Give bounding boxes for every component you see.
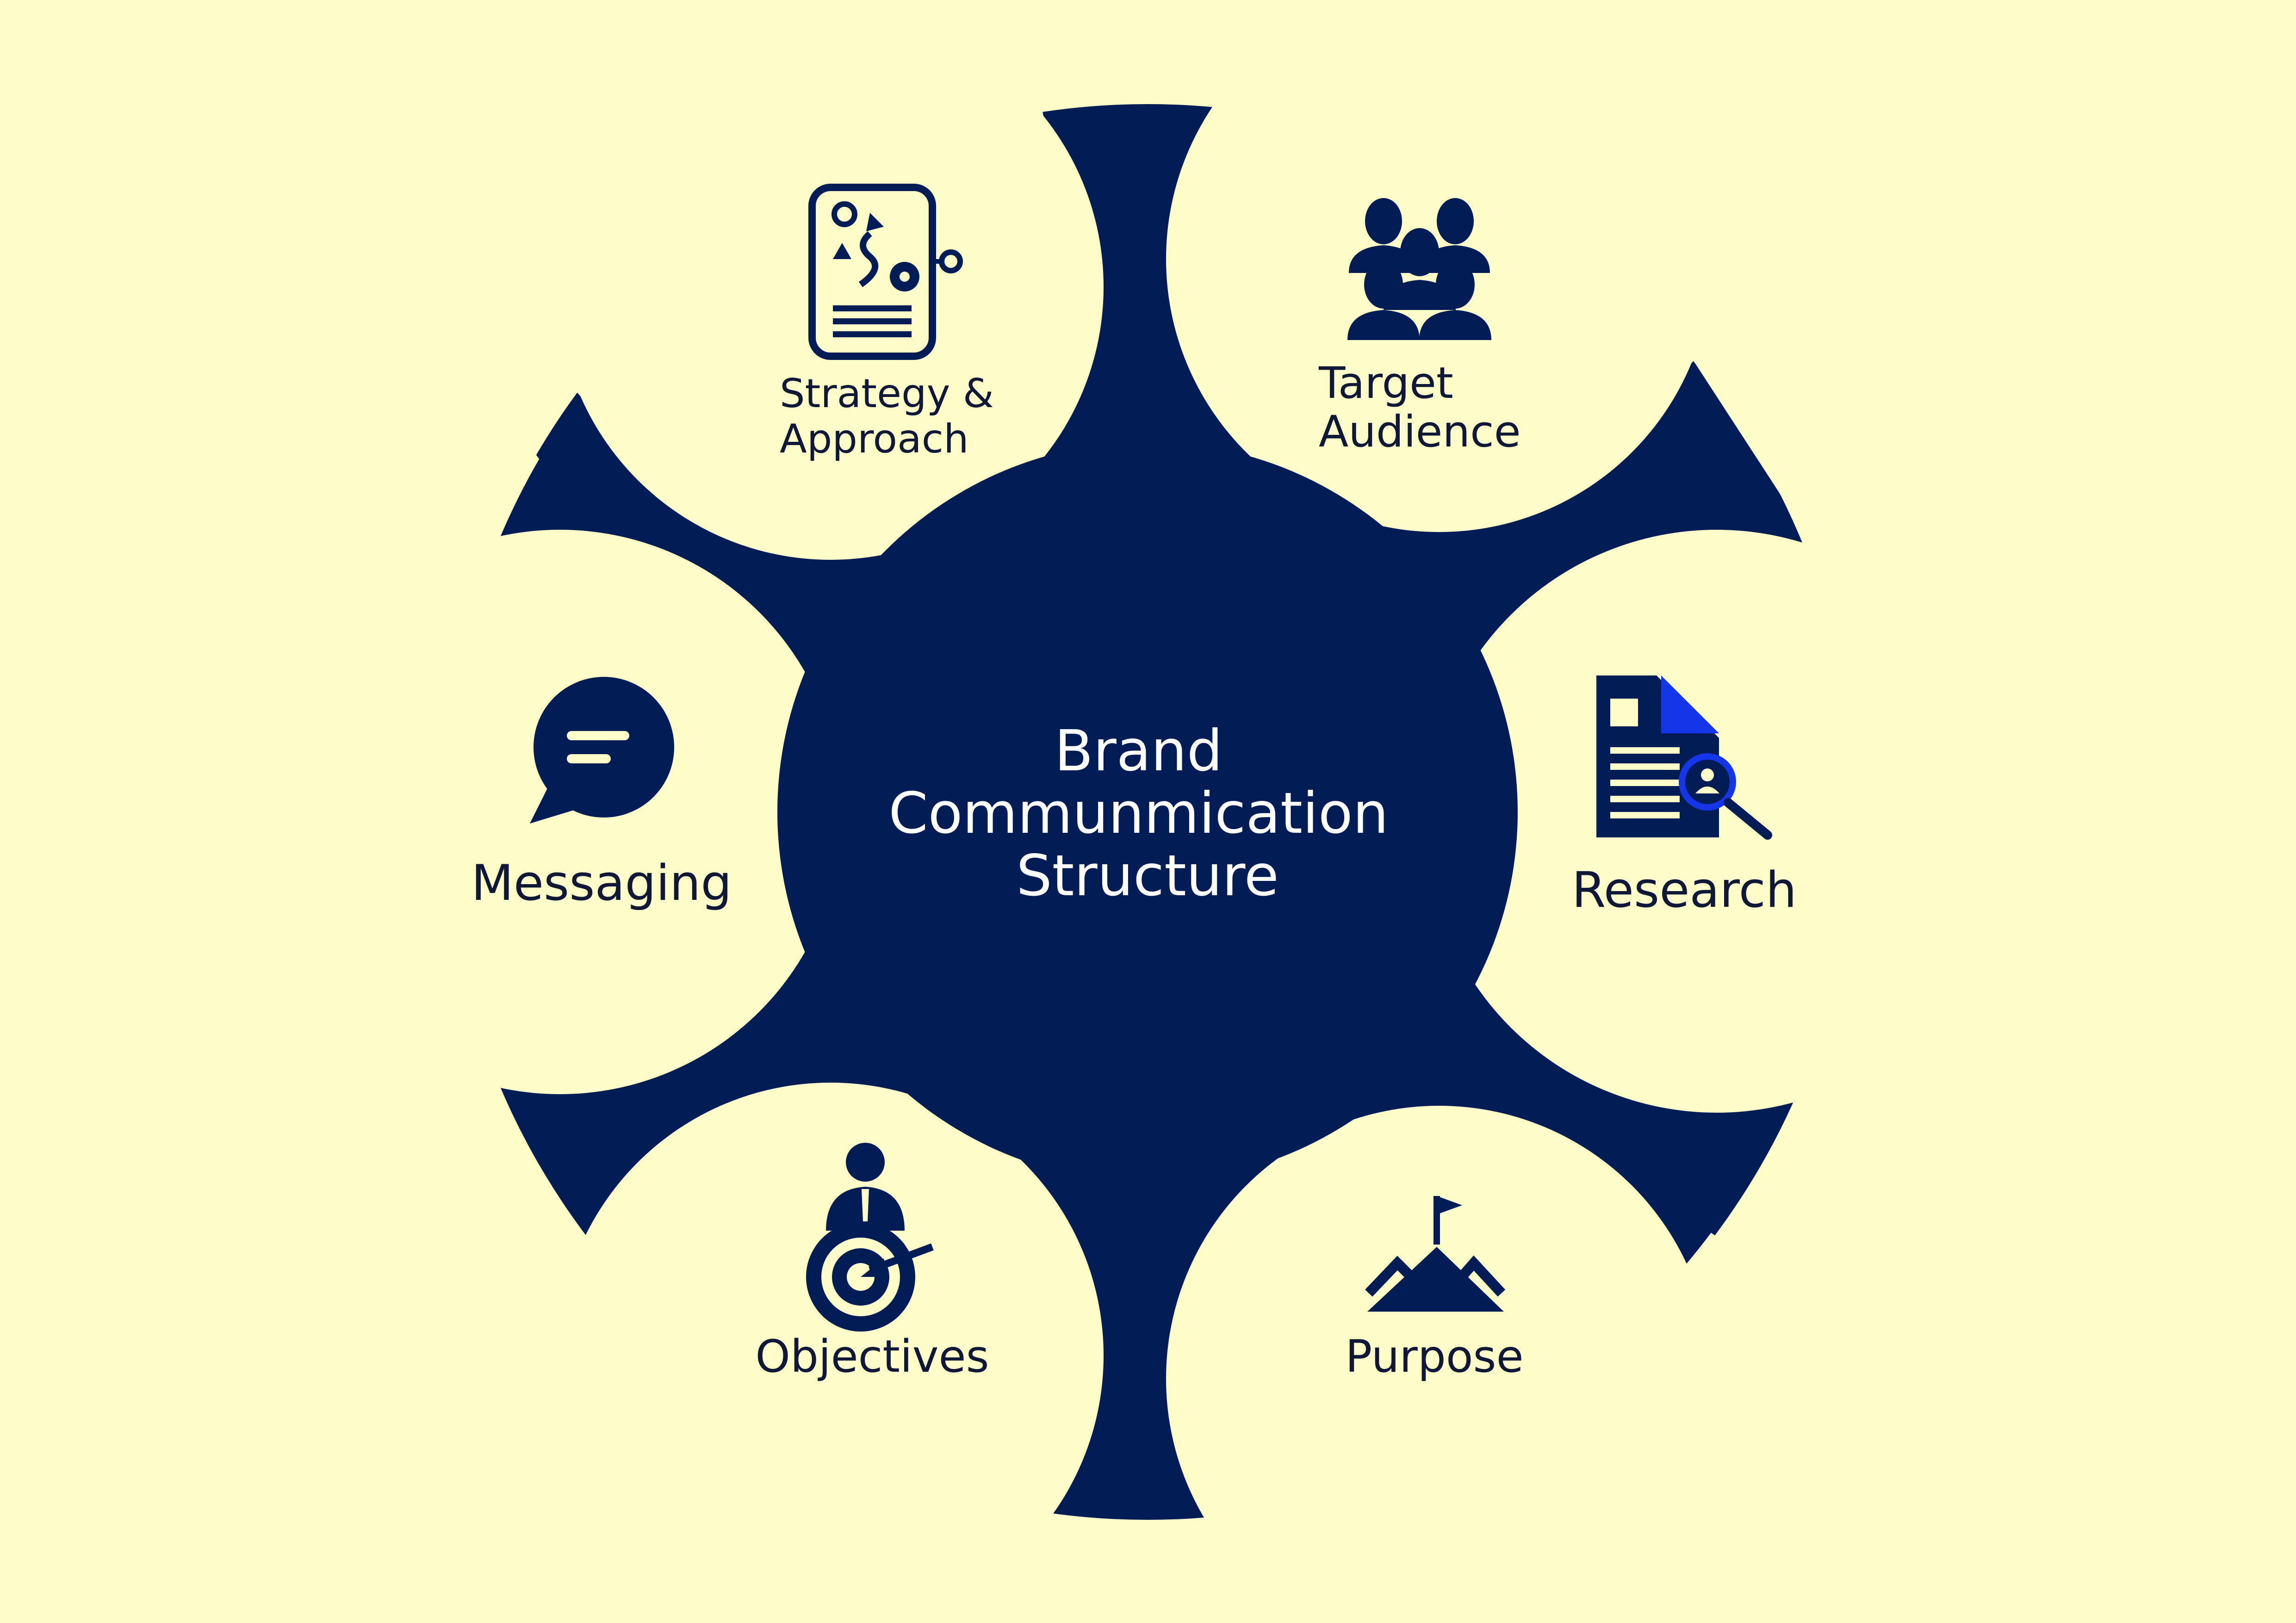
center-title: Brand Communmication Structure [888, 718, 1406, 909]
purpose-label: Purpose [1345, 1331, 1523, 1382]
hub-core [777, 442, 1518, 1182]
mountain-flag-icon [1365, 1196, 1506, 1312]
node-objectives: Objectives [755, 1143, 989, 1382]
speech-bubble-icon [530, 677, 674, 824]
strategy-board-icon [808, 184, 963, 360]
research-label: Research [1572, 861, 1797, 918]
audience-label-line-2: Audience [1319, 407, 1521, 457]
objectives-label: Objectives [755, 1331, 989, 1382]
node-purpose: Purpose [1345, 1196, 1524, 1382]
strategy-label-line-1: Strategy & [780, 371, 994, 417]
center-title-line-3: Structure [1016, 843, 1279, 909]
center-title-line-1: Brand [1055, 718, 1222, 784]
document-search-icon [1596, 675, 1772, 840]
center-title-line-2: Communmication [888, 781, 1388, 846]
audience-label: Target Audience [1318, 358, 1521, 457]
audience-group-icon [1347, 198, 1491, 340]
node-strategy: Strategy & Approach [780, 184, 1006, 462]
messaging-label: Messaging [471, 855, 732, 911]
strategy-label: Strategy & Approach [780, 371, 1006, 462]
node-messaging: Messaging [471, 677, 732, 911]
node-audience: Target Audience [1318, 198, 1521, 457]
node-research: Research [1572, 675, 1797, 918]
audience-label-line-1: Target [1318, 358, 1453, 409]
strategy-label-line-2: Approach [780, 416, 969, 462]
target-person-icon [806, 1143, 934, 1332]
